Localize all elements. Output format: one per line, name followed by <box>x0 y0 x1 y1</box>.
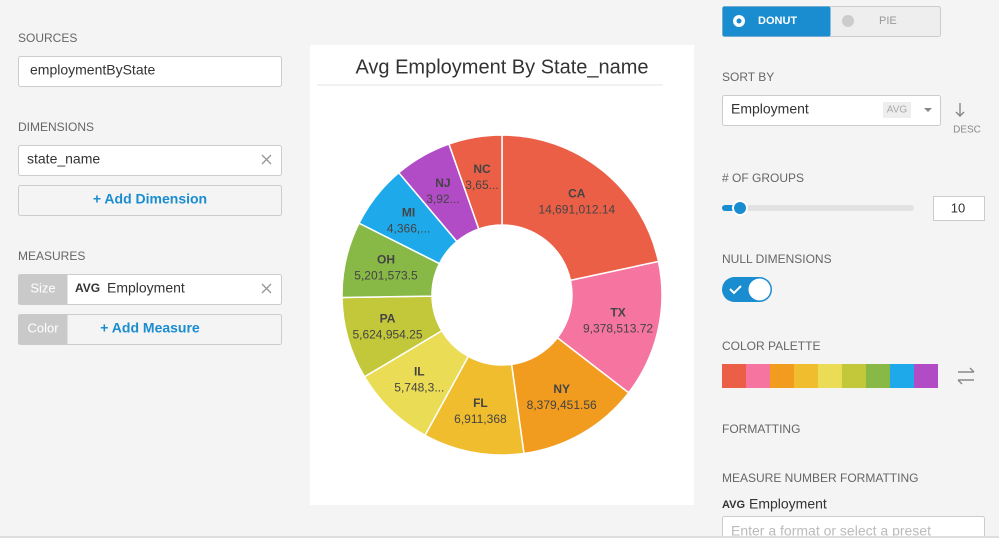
donut-button[interactable] <box>722 6 831 37</box>
slice-value: 5,201,573.5 <box>354 269 418 283</box>
groups-value: 10 <box>951 200 965 215</box>
slice-category: MI <box>402 205 415 219</box>
groups-input[interactable] <box>933 196 985 221</box>
slice-category: OH <box>377 253 395 267</box>
formatting-label: FORMATTING <box>722 422 800 436</box>
slice-value: 4,366,... <box>387 221 430 235</box>
pie-icon[interactable] <box>842 15 854 27</box>
dimension-pill[interactable] <box>18 145 282 176</box>
palette-swatch <box>914 364 938 388</box>
source-value: employmentByState <box>30 62 155 78</box>
slice-value: 5,624,954.25 <box>352 328 422 342</box>
palette-swatch <box>746 364 770 388</box>
palette-swatch <box>794 364 818 388</box>
color-tag <box>18 314 68 345</box>
palette-swatch <box>818 364 842 388</box>
palette[interactable] <box>722 364 938 388</box>
caret <box>924 108 932 112</box>
null-label: NULL DIMENSIONS <box>722 252 832 266</box>
slice-value: 5,748,3... <box>394 381 444 395</box>
palette-swatch <box>866 364 890 388</box>
slice-category: NC <box>473 162 491 176</box>
palette-swatch <box>890 364 914 388</box>
swap-icon[interactable] <box>957 367 975 385</box>
donut-slice <box>448 134 503 230</box>
slice-value: 14,691,012.14 <box>538 203 615 217</box>
sort-agg-badge <box>883 102 911 118</box>
sort-direction-icon[interactable] <box>955 103 965 117</box>
donut-chart: CA 14,691,012.14 TX 9,378,513.72 NY 8,379,451… <box>341 134 663 456</box>
palette-label: COLOR PALETTE <box>722 339 820 353</box>
dimension-value: state_name <box>27 151 100 167</box>
toggle-knob <box>748 278 771 301</box>
slice-value: 3,65... <box>465 178 498 192</box>
size-agg: AVG <box>75 281 100 295</box>
slice-value: 9,378,513.72 <box>583 322 653 336</box>
groups-label: # OF GROUPS <box>722 171 804 185</box>
palette-swatch <box>842 364 866 388</box>
remove-icon[interactable] <box>261 283 272 294</box>
color-label: Color <box>27 320 59 335</box>
donut-slice <box>501 134 660 282</box>
number-formatting-label: MEASURE NUMBER FORMATTING <box>722 471 918 485</box>
slider-track <box>722 205 914 211</box>
size-tag <box>18 274 68 305</box>
slice-category: NY <box>553 382 570 396</box>
size-measure: Employment <box>107 280 185 296</box>
bottom-edge <box>0 536 999 538</box>
pie-text: PIE <box>879 15 897 27</box>
slice-category: IL <box>414 365 425 379</box>
sources-label: SOURCES <box>18 31 77 45</box>
check-icon <box>729 285 742 295</box>
slice-category: CA <box>568 187 586 201</box>
donut-slice <box>556 260 663 394</box>
slice-category: FL <box>473 396 488 410</box>
format-placeholder: Enter a format or select a preset <box>731 523 931 538</box>
slice-category: NJ <box>435 176 450 190</box>
remove-icon[interactable] <box>261 154 272 165</box>
donut-text: DONUT <box>758 15 797 27</box>
sort-by-label: SORT BY <box>722 70 774 84</box>
format-measure: Employment <box>749 496 827 512</box>
palette-swatch <box>770 364 794 388</box>
sort-direction: DESC <box>953 125 981 136</box>
measures-label: MEASURES <box>18 249 85 263</box>
add-measure-text: + Add Measure <box>100 320 200 336</box>
size-label: Size <box>30 280 55 295</box>
palette-swatch <box>722 364 746 388</box>
add-dimension-button[interactable] <box>18 185 282 216</box>
slice-value: 6,911,368 <box>454 412 507 426</box>
slice-value: 8,379,451.56 <box>527 398 597 412</box>
dimensions-label: DIMENSIONS <box>18 120 94 134</box>
slice-category: PA <box>380 312 396 326</box>
chart-title: Avg Employment By State_name <box>355 56 648 78</box>
slice-value: 3,92... <box>426 192 459 206</box>
format-input[interactable] <box>722 516 985 538</box>
slider-knob[interactable] <box>732 200 748 216</box>
format-agg: AVG <box>722 499 745 511</box>
source-input[interactable] <box>18 56 282 87</box>
sort-field: Employment <box>731 101 809 117</box>
slice-category: TX <box>610 306 625 320</box>
donut-icon-hole <box>736 18 742 24</box>
sort-agg: AVG <box>887 105 908 116</box>
add-dimension-text: + Add Dimension <box>93 191 207 207</box>
